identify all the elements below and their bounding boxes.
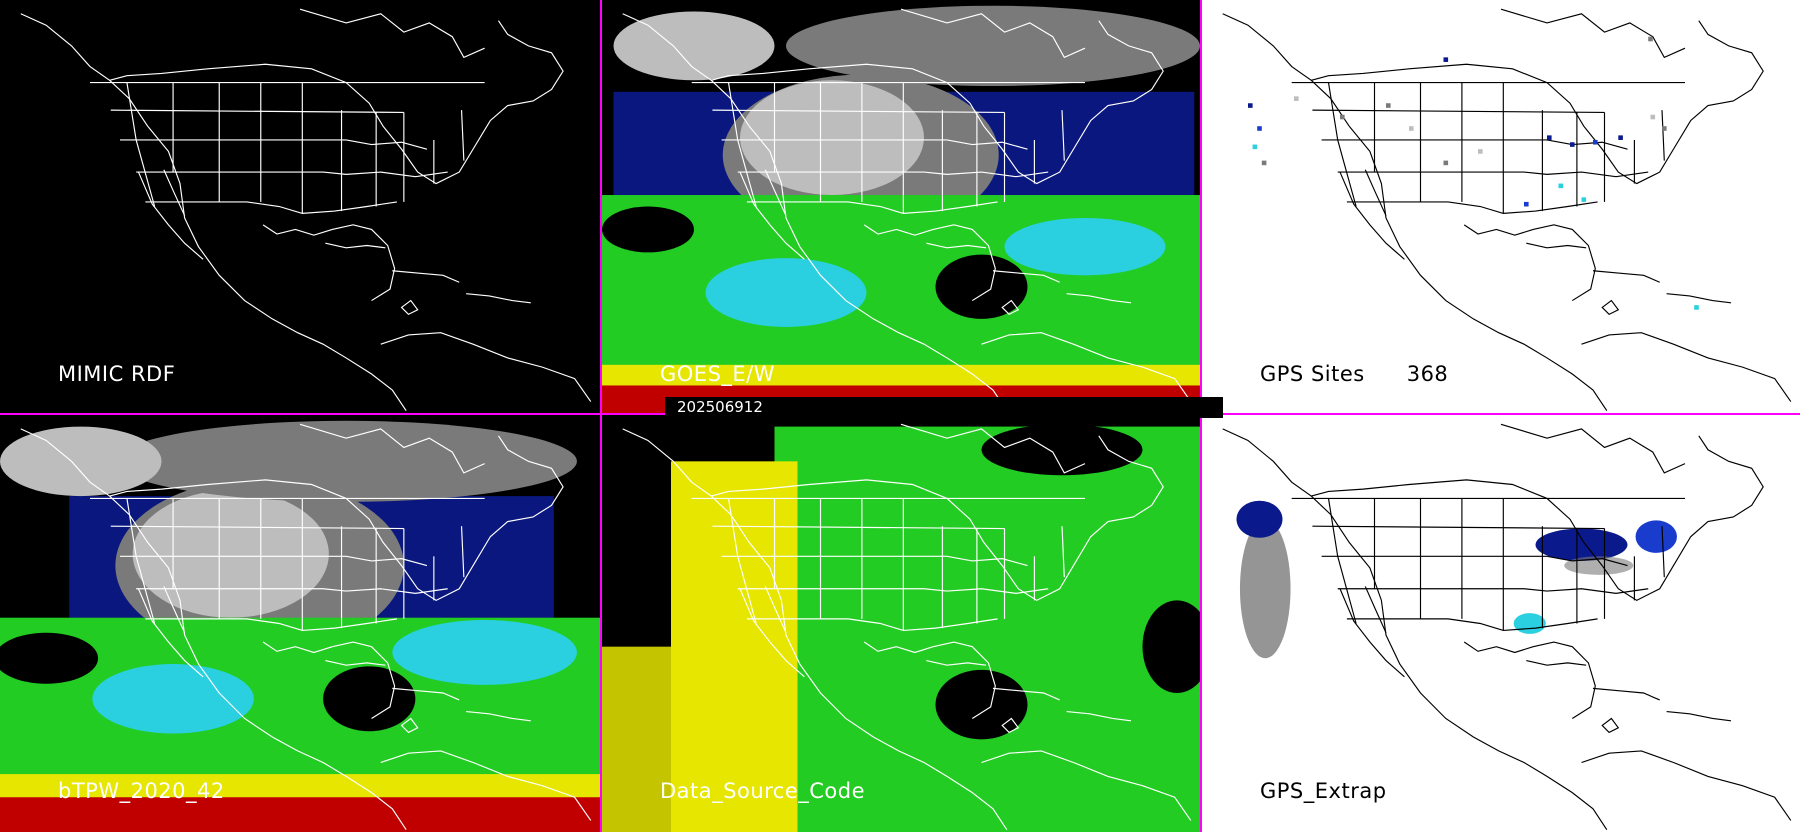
vertical-divider-left [600, 0, 602, 832]
panel-label: Data_Source_Code [660, 779, 866, 803]
gps-site-count: 368 [1406, 362, 1449, 386]
base-map [20, 8, 592, 412]
panel-label: bTPW_2020_42 [58, 779, 225, 803]
timestamp-bar: 202506912 [665, 397, 1223, 418]
panel-goes-ew: GOES_E/W [602, 0, 1200, 413]
panel-mimic-rdf: MIMIC RDF [0, 0, 600, 413]
gps-sites-title: GPS Sites [1260, 362, 1365, 386]
gps-site-map [1222, 8, 1792, 412]
gps-extrapolation-map [1222, 423, 1792, 831]
panel-label: MIMIC RDF [58, 362, 176, 386]
panel-label: GOES_E/W [660, 362, 776, 386]
panel-gps-extrap: GPS_Extrap [1202, 415, 1800, 832]
panel-btpw: bTPW_2020_42 [0, 415, 600, 832]
timestamp: 202506912 [677, 398, 763, 416]
data-source-field [602, 423, 1200, 832]
panel-label: GPS Sites 368 [1260, 362, 1448, 386]
tpw-field [0, 420, 600, 832]
gps-site-markers [1248, 36, 1699, 310]
panel-data-source-code: Data_Source_Code [602, 415, 1200, 832]
panel-gps-sites: GPS Sites 368 [1202, 0, 1800, 413]
panel-label: GPS_Extrap [1260, 779, 1387, 803]
tpw-field [602, 5, 1200, 413]
